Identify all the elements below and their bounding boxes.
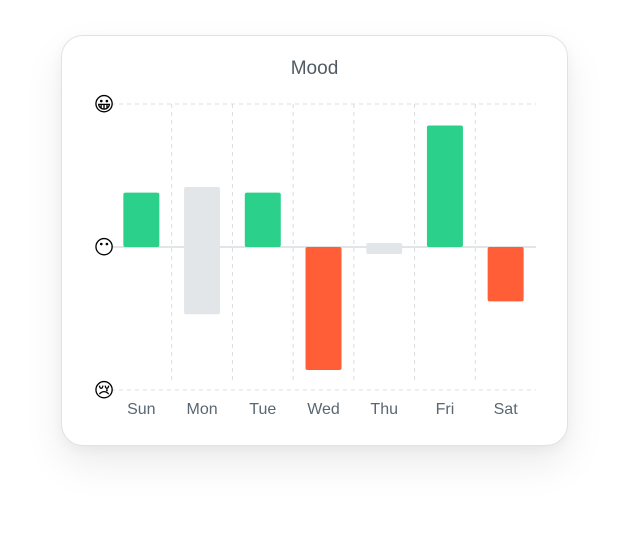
bar-wed [305, 247, 342, 370]
bar-fri [426, 125, 463, 247]
x-tick-label: Mon [187, 401, 218, 418]
crying-face-icon: 😢 [94, 380, 115, 402]
x-tick-label: Thu [370, 401, 398, 418]
x-tick-label: Sat [494, 401, 519, 418]
bar-mon [184, 186, 221, 315]
mood-bar-chart: Sun Mon Tue Wed Thu Fri Sat 😀 😶 😢 [94, 94, 536, 418]
grid-lines [111, 103, 536, 391]
x-tick-label: Wed [307, 401, 340, 418]
x-tick-label: Fri [436, 401, 455, 418]
bar-sun [123, 192, 160, 247]
tick-labels: Sun Mon Tue Wed Thu Fri Sat 😀 😶 😢 [94, 94, 519, 418]
neutral-face-icon: 😶 [94, 237, 115, 259]
chart-title: Mood [290, 58, 339, 79]
grinning-face-icon: 😀 [94, 94, 115, 116]
x-tick-label: Sun [127, 401, 155, 418]
bar-thu [366, 243, 403, 254]
mood-chart-card: Mood Sun Mon Tue Wed Thu Fri Sat 😀 😶 😢 [61, 35, 568, 446]
bar-tue [244, 192, 281, 247]
bars [123, 125, 524, 370]
bar-sat [487, 247, 524, 302]
x-tick-label: Tue [249, 401, 276, 418]
